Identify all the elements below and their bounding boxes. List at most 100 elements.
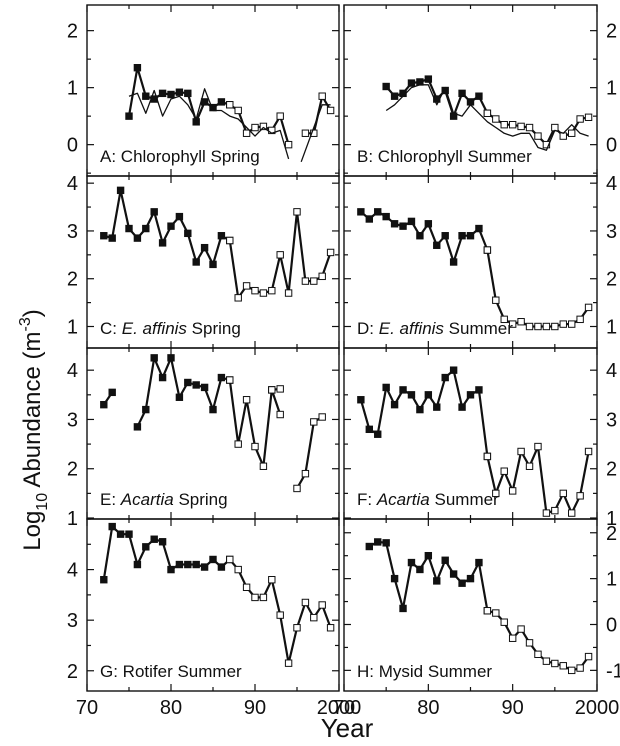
data-point-filled: [158, 373, 167, 382]
data-point-filled: [407, 217, 416, 226]
y-tick-label: 2: [606, 459, 617, 481]
y-tick-label: 2: [606, 21, 617, 43]
data-point-filled: [382, 82, 390, 91]
data-point-open: [326, 106, 335, 115]
y-tick-label: 3: [67, 610, 78, 632]
panel-b: 0 1 2 B: Chlorophyll Summer: [343, 4, 617, 177]
panel-d-label-species: E. affinis: [379, 319, 445, 338]
data-point-filled: [108, 234, 116, 242]
y-tick-label: -1: [606, 660, 620, 682]
x-tick-label: 90: [244, 697, 266, 719]
data-point-filled: [407, 79, 416, 87]
data-point-filled: [475, 224, 483, 233]
data-point-filled: [424, 75, 433, 83]
data-point-filled: [150, 354, 158, 362]
data-point-filled: [390, 574, 399, 583]
y-tick-label: 4: [67, 560, 78, 582]
data-point-filled: [125, 224, 133, 233]
data-point-open: [326, 624, 335, 632]
panel-h-label: H: Mysid Summer: [357, 662, 492, 681]
data-point-filled: [142, 92, 150, 100]
x-tick-label: 2000: [317, 697, 362, 719]
data-point-open: [551, 506, 559, 515]
data-point-filled: [449, 570, 458, 578]
data-point-open: [500, 618, 508, 626]
data-point-filled: [108, 388, 116, 397]
data-point-open: [500, 121, 508, 129]
data-point-filled: [200, 243, 209, 252]
data-point-open: [551, 322, 559, 331]
data-point-filled: [167, 354, 175, 362]
y-axis-title-subscript: 10: [34, 493, 51, 511]
data-point-filled: [100, 400, 108, 409]
data-point-open: [534, 650, 542, 659]
data-point-filled: [184, 229, 192, 238]
data-point-filled: [125, 530, 133, 538]
data-point-open: [568, 666, 576, 675]
data-point-open: [310, 277, 318, 285]
series-line: [300, 104, 331, 163]
panel-f: 1 2 3 4 F: Acartia Summer: [343, 347, 617, 530]
data-point-filled: [217, 98, 226, 106]
data-point-open: [276, 611, 284, 619]
data-point-filled: [466, 391, 475, 399]
y-tick-label: 2: [67, 21, 78, 43]
data-point-filled: [424, 551, 433, 560]
data-point-open: [284, 140, 293, 149]
data-point-open: [576, 492, 584, 500]
data-point-open: [276, 385, 284, 393]
data-point-filled: [399, 386, 407, 394]
data-point-filled: [217, 563, 226, 571]
data-point-filled: [217, 232, 226, 240]
panel-h-label-suffix: Mysid Summer: [379, 662, 493, 681]
data-point-open: [492, 115, 500, 123]
data-point-open: [226, 555, 234, 564]
data-point-open: [293, 208, 301, 216]
data-point-filled: [382, 539, 390, 547]
data-point-open: [226, 236, 234, 245]
data-point-open: [234, 440, 242, 448]
x-axis-title: Year: [321, 713, 374, 743]
x-tick-label: 80: [160, 697, 182, 719]
data-point-open: [268, 386, 276, 394]
data-point-filled: [184, 89, 192, 98]
data-point-filled: [416, 405, 424, 414]
x-tick-label: 2000: [575, 697, 620, 719]
data-point-filled: [200, 563, 209, 571]
data-point-filled: [390, 400, 399, 409]
data-point-open: [559, 489, 567, 498]
data-point-filled: [466, 574, 475, 583]
data-point-filled: [184, 560, 192, 569]
data-point-open: [301, 598, 310, 607]
series-line: [103, 189, 231, 266]
data-point-open: [284, 659, 293, 667]
data-point-open: [268, 286, 276, 295]
panel-b-label: B: Chlorophyll Summer: [357, 147, 532, 166]
y-tick-label: 2: [606, 269, 617, 291]
y-tick-label: 4: [67, 360, 78, 382]
data-point-filled: [125, 112, 133, 120]
data-point-filled: [441, 556, 449, 564]
data-point-filled: [424, 391, 433, 399]
data-point-open: [251, 286, 259, 295]
series-line: [228, 558, 332, 665]
data-point-open: [500, 315, 508, 324]
data-point-filled: [209, 260, 217, 269]
data-point-open: [483, 109, 492, 117]
data-point-open: [318, 601, 326, 609]
y-tick-label: 4: [606, 360, 617, 382]
data-point-filled: [217, 373, 226, 382]
data-point-filled: [209, 405, 217, 414]
data-point-filled: [441, 373, 449, 382]
data-point-open: [517, 625, 525, 633]
data-point-open: [542, 140, 551, 149]
x-tick-label: 90: [502, 697, 524, 719]
data-point-open: [251, 593, 259, 602]
y-tick-label: 1: [67, 78, 78, 100]
panel-a-label-prefix: A:: [100, 147, 121, 166]
data-point-filled: [466, 98, 475, 106]
data-point-filled: [399, 222, 407, 230]
data-point-filled: [175, 393, 184, 401]
data-point-open: [259, 462, 268, 470]
data-point-filled: [433, 577, 441, 585]
